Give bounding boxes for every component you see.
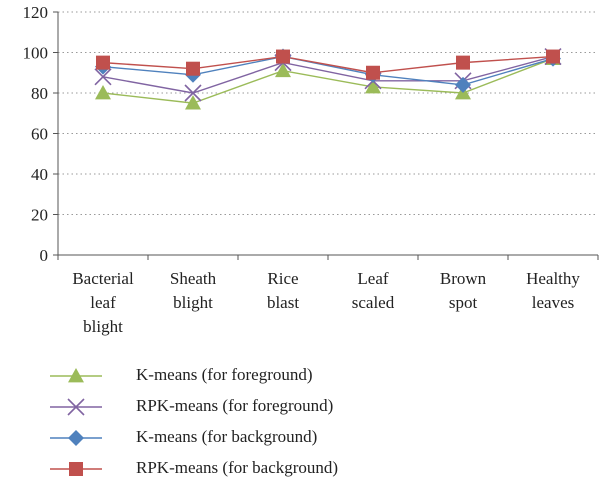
y-tick-label: 80 — [31, 84, 48, 103]
x-tick-label: Rice blast — [267, 269, 299, 312]
data-point — [94, 68, 112, 86]
y-tick-label: 20 — [31, 206, 48, 225]
data-series — [94, 47, 562, 110]
data-point — [95, 85, 111, 100]
y-axis-tick-labels: 0 20 40 60 80 100 120 — [23, 3, 49, 265]
data-point — [366, 65, 380, 80]
legend-label: RPK-means (for background) — [136, 458, 339, 477]
x-tick-label: Leaf scaled — [352, 269, 395, 312]
y-tick-label: 0 — [40, 246, 49, 265]
data-point — [186, 61, 200, 76]
square-marker — [69, 462, 83, 476]
legend: K-means (for foreground) RPK-means (for f… — [40, 360, 440, 484]
y-tick-label: 100 — [23, 44, 49, 63]
x-tick-label: Healthy leaves — [526, 269, 580, 312]
triangle-marker — [68, 368, 84, 383]
legend-symbol — [50, 368, 102, 383]
legend-symbol — [50, 398, 102, 416]
legend-item: RPK-means (for background) — [40, 453, 440, 484]
data-point — [365, 78, 381, 94]
x-tick-label: Sheath blight — [170, 269, 217, 312]
legend-item: K-means (for background) — [40, 422, 440, 453]
series-line — [102, 55, 554, 86]
x-tick-label: Brown spot — [440, 269, 487, 312]
legend-symbol — [50, 462, 102, 476]
x-axis-tick-labels: Bacterial leaf blight Sheath blight Rice blast… — [72, 269, 580, 336]
data-point — [185, 95, 201, 110]
series-line — [102, 55, 554, 74]
x-marker — [67, 398, 85, 416]
data-point — [276, 49, 290, 64]
legend-symbol — [50, 430, 102, 446]
legend-item: RPK-means (for foreground) — [40, 391, 440, 422]
x-marker-stroke — [184, 84, 202, 102]
legend-label: K-means (for background) — [136, 427, 318, 446]
data-point — [184, 84, 202, 102]
legend-label: RPK-means (for foreground) — [136, 396, 334, 415]
legend-label: K-means (for foreground) — [136, 365, 313, 384]
y-tick-label: 60 — [31, 125, 48, 144]
diamond-marker — [68, 430, 84, 446]
y-tick-label: 120 — [23, 3, 49, 22]
series-line — [102, 57, 554, 104]
gridlines — [58, 11, 598, 215]
legend-item: K-means (for foreground) — [40, 360, 440, 391]
x-tick-label: Bacterial leaf blight — [72, 269, 134, 336]
series-line — [102, 55, 554, 94]
series-triangle — [95, 50, 561, 110]
data-point — [96, 55, 110, 70]
series-diamond — [95, 48, 561, 93]
data-point — [275, 62, 291, 78]
series-square — [96, 49, 560, 80]
data-point — [546, 49, 560, 64]
x-marker-stroke — [94, 68, 112, 86]
data-point — [456, 55, 470, 70]
axes — [53, 11, 599, 260]
data-point — [455, 76, 471, 93]
line-chart: 0 20 40 60 80 100 120 Bacterial leaf blight Sheat… — [23, 3, 599, 336]
y-tick-label: 40 — [31, 165, 48, 184]
x-marker-stroke — [67, 398, 85, 416]
